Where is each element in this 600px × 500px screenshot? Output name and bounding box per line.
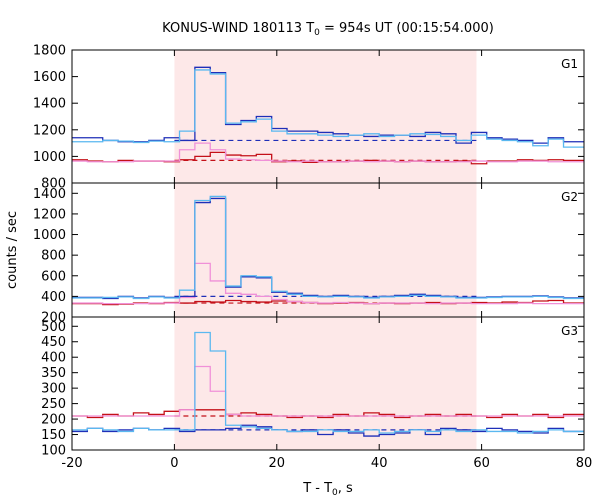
- y-tick-label-g3-100: 100: [41, 444, 66, 459]
- panel-label-g3: G3: [561, 324, 578, 338]
- series-light-blue-g3: [72, 331, 584, 434]
- x-tick-label-40: 40: [371, 456, 388, 471]
- chart-title-subscript: 0: [314, 28, 320, 38]
- y-tick-label-g3-350: 350: [41, 366, 66, 381]
- y-tick-label-g1-1600: 1600: [33, 70, 66, 85]
- y-tick-label-g3-450: 450: [41, 335, 66, 350]
- series-layer: [72, 66, 584, 437]
- y-tick-label-g2-600: 600: [41, 269, 66, 284]
- panel-label-g1: G1: [561, 57, 578, 71]
- y-axis-title: counts / sec: [5, 211, 20, 289]
- series-pink-g1: [72, 142, 584, 163]
- series-light-blue-g2: [72, 195, 584, 300]
- x-tick-label-60: 60: [473, 456, 490, 471]
- x-tick-label-0: 0: [170, 456, 178, 471]
- y-tick-label-g1-1000: 1000: [33, 150, 66, 165]
- panel-label-layer: G1 G2 G3: [561, 57, 578, 338]
- shaded-interval-g2: [174, 183, 477, 317]
- y-tick-label-g2-1400: 1400: [33, 187, 66, 202]
- chart-title: KONUS-WIND 180113 T0 = 954s UT (00:15:54…: [162, 21, 494, 38]
- shade-layer: [174, 50, 477, 450]
- series-pink-g3: [72, 365, 584, 417]
- y-tick-label-g3-150: 150: [41, 428, 66, 443]
- x-tick-label--20: -20: [61, 456, 82, 471]
- y-tick-label-g3-400: 400: [41, 351, 66, 366]
- y-tick-label-g2-1000: 1000: [33, 228, 66, 243]
- y-tick-label-g3-200: 200: [41, 413, 66, 428]
- panel-frame-g3: [71, 316, 585, 451]
- x-tick-label-80: 80: [576, 456, 593, 471]
- x-axis-title-rest: , s: [338, 481, 353, 496]
- x-tick-label-20: 20: [269, 456, 286, 471]
- chart-title-main: KONUS-WIND 180113 T: [162, 21, 314, 36]
- chart-title-rest: = 954s UT (00:15:54.000): [320, 21, 494, 36]
- x-axis-title-subscript: 0: [332, 488, 338, 498]
- y-tick-label-g2-800: 800: [41, 249, 66, 264]
- y-tick-label-g2-200: 200: [41, 311, 66, 326]
- y-tick-label-g3-500: 500: [41, 320, 66, 335]
- panel-label-g2: G2: [561, 190, 578, 204]
- x-axis-title-main: T - T: [302, 481, 332, 496]
- x-tick-layer: -20 0 20 40 60 80: [61, 456, 592, 471]
- y-tick-label-g1-1400: 1400: [33, 97, 66, 112]
- x-axis-title: T - T0, s: [302, 481, 353, 498]
- y-tick-label-g3-300: 300: [41, 382, 66, 397]
- frame-layer: [71, 49, 585, 451]
- series-light-blue-g1: [72, 69, 584, 148]
- y-tick-label-g3-250: 250: [41, 397, 66, 412]
- series-dark-blue-g1: [72, 66, 584, 144]
- shaded-interval-g1: [174, 50, 477, 183]
- y-tick-label-g1-800: 800: [41, 177, 66, 192]
- y-tick-label-g1-1200: 1200: [33, 123, 66, 138]
- y-tick-label-g1-1800: 1800: [33, 44, 66, 59]
- y-tick-label-g2-400: 400: [41, 290, 66, 305]
- y-tick-layer: 800 1000 1200 1400 1600 1800 200 400 600 800 1000 1…: [33, 44, 66, 459]
- y-tick-label-g2-1200: 1200: [33, 207, 66, 222]
- shaded-interval-g3: [174, 317, 477, 450]
